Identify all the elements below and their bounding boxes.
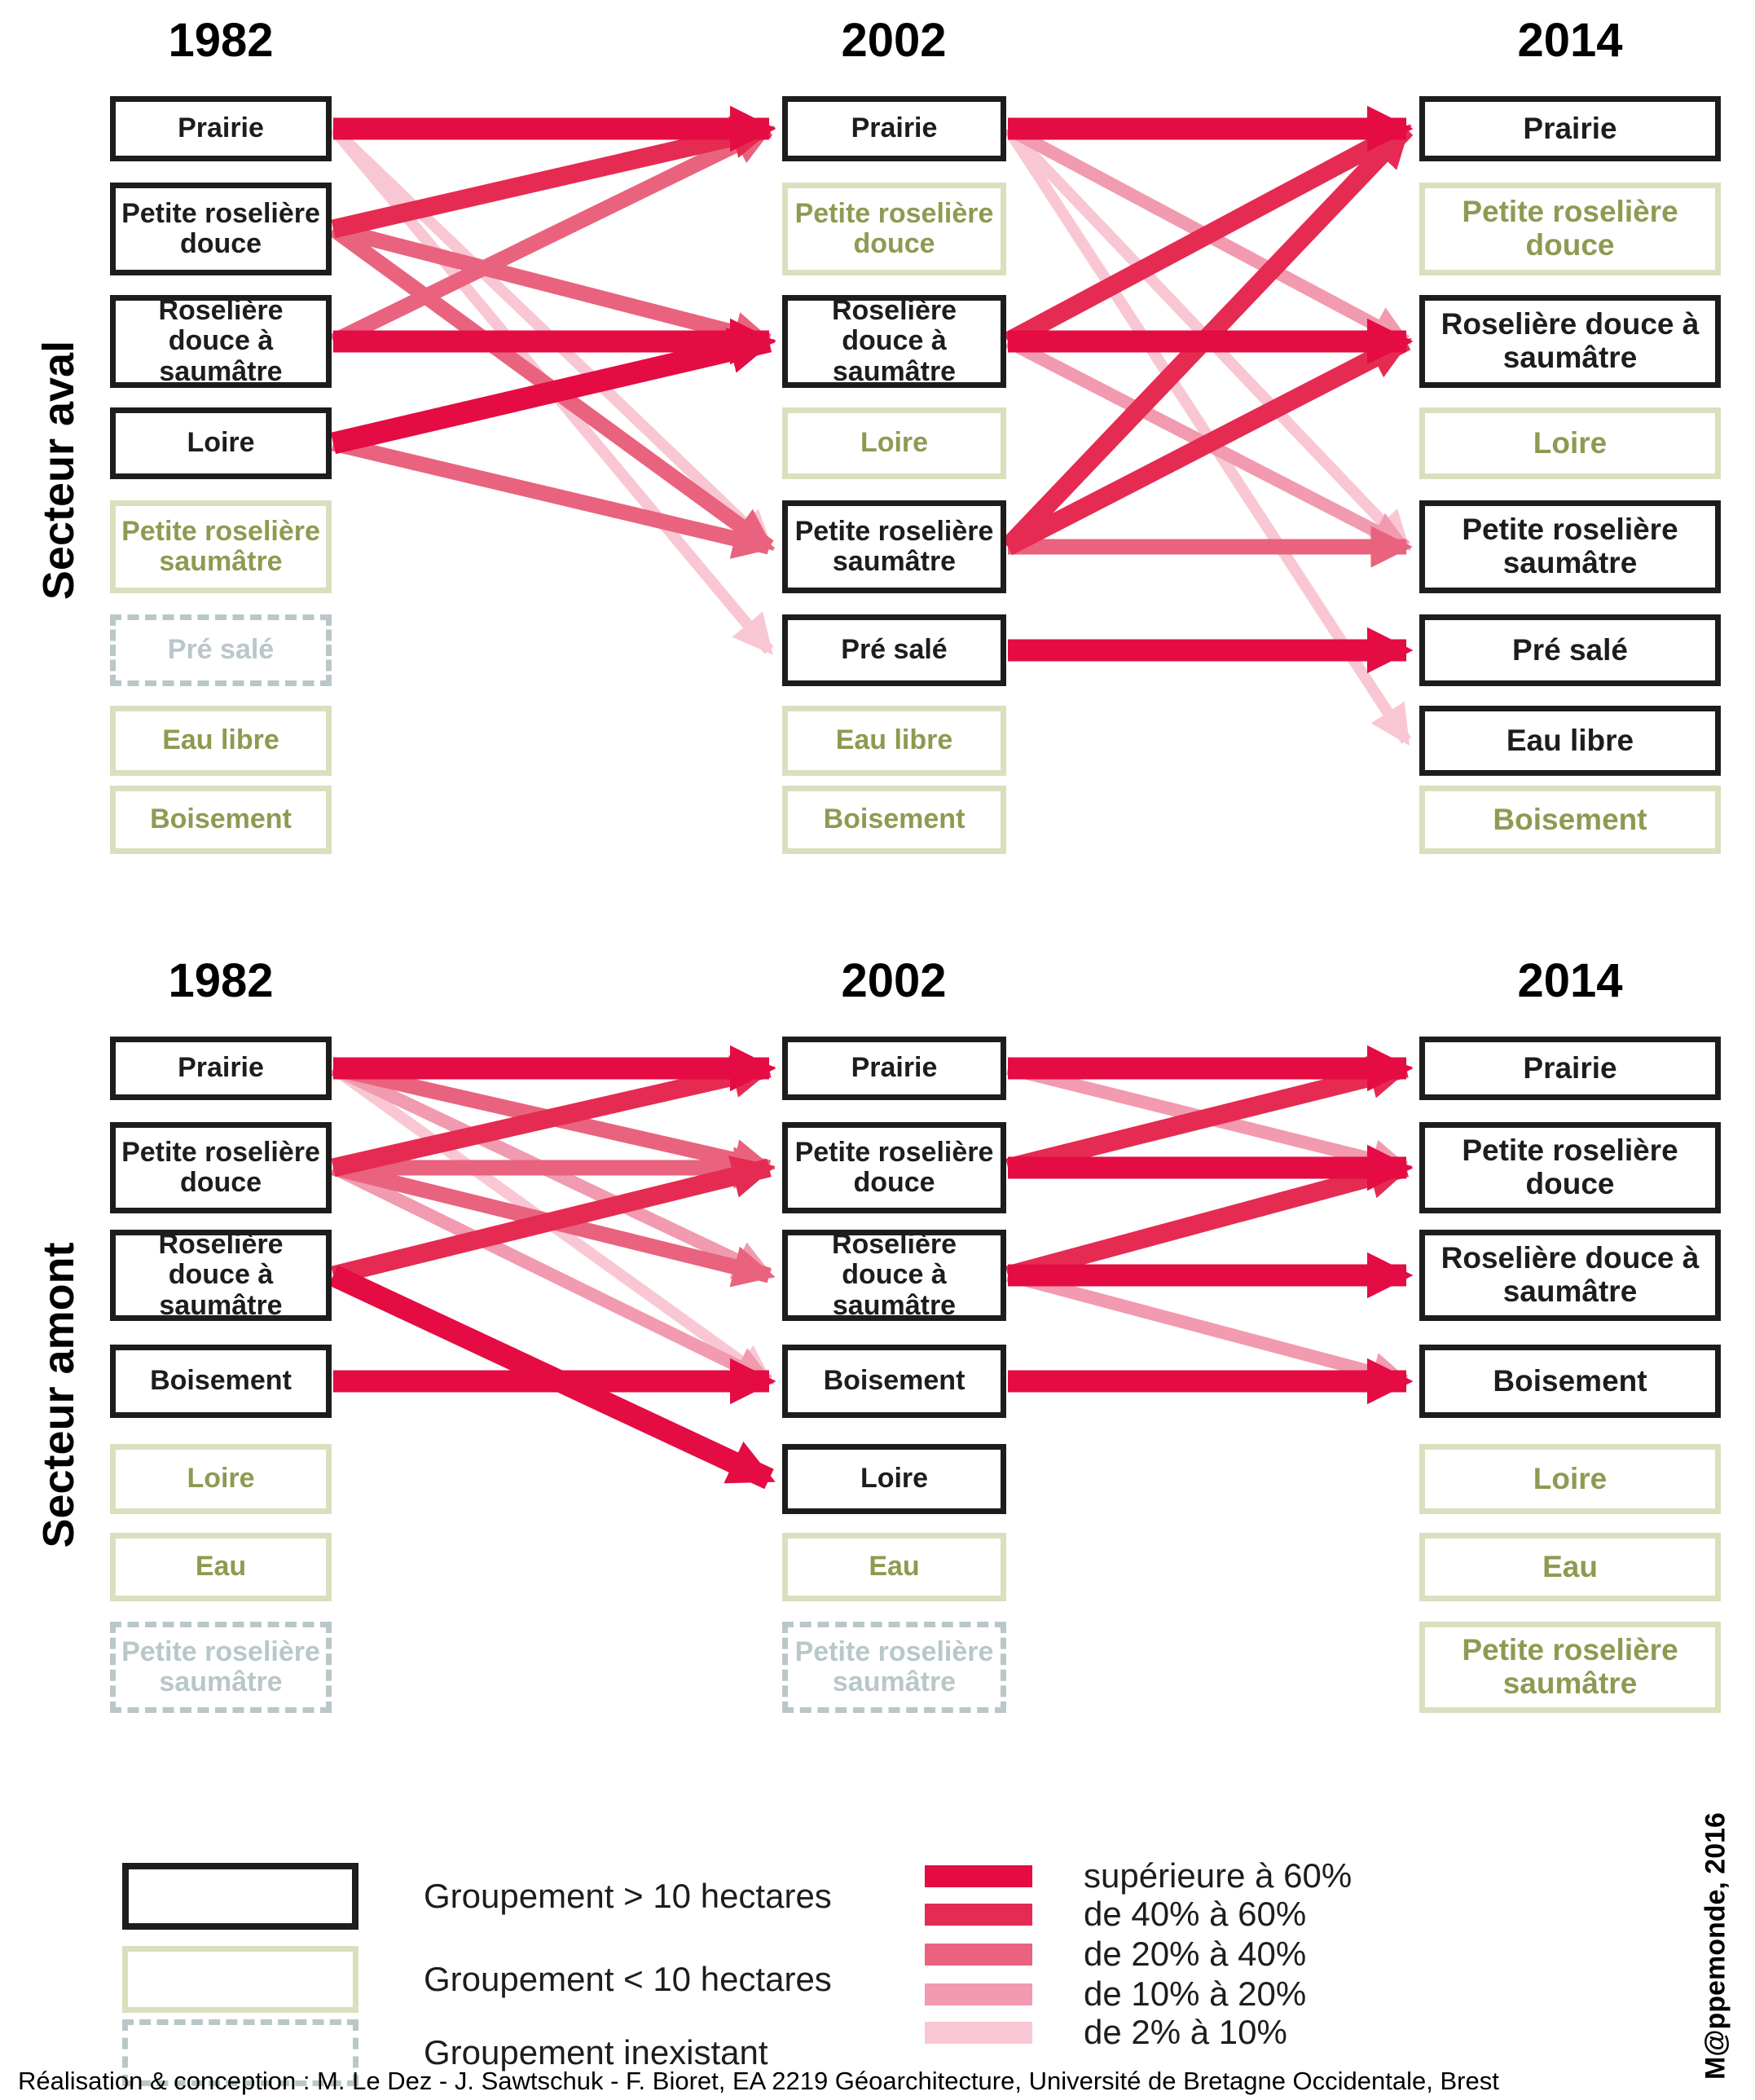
legend-arrow-swatch [925, 2022, 1032, 2044]
group-box: Petite roselière saumâtre [1419, 1622, 1721, 1713]
footer-credit: Réalisation & conception : M. Le Dez - J… [18, 2067, 1499, 2095]
group-box: Petite roselière douce [110, 1122, 332, 1213]
group-box: Loire [110, 1444, 332, 1514]
group-box: Loire [1419, 1444, 1721, 1514]
year-header: 1982 [168, 14, 274, 67]
group-box: Petite roselière douce [110, 183, 332, 275]
group-box: Prairie [782, 1037, 1006, 1100]
legend-arrow-label: de 20% à 40% [1084, 1935, 1307, 1973]
transition-arrow-c40 [331, 1055, 776, 1178]
transition-arrow-c40 [331, 1156, 776, 1285]
group-box: Eau [1419, 1533, 1721, 1601]
group-box: Pré salé [782, 614, 1006, 686]
group-box: Petite roselière douce [782, 183, 1006, 275]
transition-arrow-c40 [1005, 1156, 1413, 1285]
group-box: Boisement [1419, 1345, 1721, 1418]
year-header: 2002 [841, 14, 947, 67]
group-box: Boisement [110, 786, 332, 854]
legend-arrow-swatch [925, 1904, 1032, 1926]
group-box: Petite roselière saumâtre [110, 1622, 332, 1713]
group-box: Boisement [782, 1345, 1006, 1418]
group-box: Boisement [782, 786, 1006, 854]
group-box: Loire [782, 1444, 1006, 1514]
legend-arrow-swatch [925, 1865, 1032, 1887]
transition-arrow-c10 [1005, 1269, 1413, 1393]
group-box: Petite roselière saumâtre [782, 500, 1006, 593]
legend-arrow-label: supérieure à 60% [1084, 1856, 1353, 1895]
group-box: Boisement [110, 1345, 332, 1418]
legend-arrow-label: de 40% à 60% [1084, 1895, 1307, 1933]
legend-box-label: Groupement inexistant [424, 2033, 768, 2071]
group-box: Loire [1419, 407, 1721, 479]
legend-arrow-label: de 2% à 10% [1084, 2013, 1287, 2051]
transition-arrow-c10 [330, 1161, 775, 1388]
group-box: Roselière douce à saumâtre [782, 1229, 1006, 1321]
transition-arrow-c20 [331, 435, 776, 559]
group-box: Pré salé [110, 614, 332, 686]
transition-arrow-c20 [329, 121, 775, 349]
sector-label: Secteur amont [34, 1242, 83, 1548]
year-header: 1982 [168, 954, 274, 1007]
transition-arrow-c40 [1005, 1056, 1413, 1178]
legend-box-swatch [122, 2019, 358, 2086]
transition-arrow-c20 [331, 221, 776, 353]
group-box: Eau libre [110, 706, 332, 776]
group-box: Roselière douce à saumâtre [1419, 295, 1721, 388]
group-box: Roselière douce à saumâtre [110, 295, 332, 388]
group-box: Petite roselière saumâtre [1419, 500, 1721, 593]
legend-arrow-swatch [925, 1944, 1032, 1966]
group-box: Roselière douce à saumâtre [1419, 1230, 1721, 1321]
legend-arrow-swatch [925, 1983, 1032, 2005]
group-box: Prairie [110, 96, 332, 161]
group-box: Prairie [782, 96, 1006, 161]
transition-arrow-c40 [1003, 332, 1413, 556]
group-box: Eau [110, 1533, 332, 1601]
year-header: 2014 [1517, 14, 1623, 67]
legend-box-label: Groupement > 10 hectares [424, 1877, 832, 1915]
group-box: Petite roselière saumâtre [110, 500, 332, 593]
group-box: Roselière douce à saumâtre [110, 1229, 332, 1321]
legend-box-label: Groupement < 10 hectares [424, 1960, 832, 1998]
group-box: Loire [110, 407, 332, 479]
year-header: 2002 [841, 954, 947, 1007]
group-box: Prairie [1419, 1037, 1721, 1100]
group-box: Loire [782, 407, 1006, 479]
group-box: Eau libre [782, 706, 1006, 776]
group-box: Roselière douce à saumâtre [782, 295, 1006, 388]
side-credit: M@ppemonde, 2016 [1700, 1812, 1731, 2080]
transition-arrow-c40 [331, 116, 776, 239]
legend-box-swatch [122, 1863, 358, 1930]
group-box: Petite roselière douce [1419, 183, 1721, 275]
legend-arrow-label: de 10% à 20% [1084, 1975, 1307, 2013]
group-box: Petite roselière douce [782, 1122, 1006, 1213]
group-box: Petite roselière saumâtre [782, 1622, 1006, 1713]
group-box: Prairie [110, 1037, 332, 1100]
year-header: 2014 [1517, 954, 1623, 1007]
transition-arrow-sup60 [330, 328, 776, 455]
legend-box-swatch [122, 1946, 358, 2013]
group-box: Eau libre [1419, 706, 1721, 776]
group-box: Boisement [1419, 786, 1721, 854]
sector-label: Secteur aval [34, 340, 83, 601]
group-box: Petite roselière douce [1419, 1122, 1721, 1213]
group-box: Eau [782, 1533, 1006, 1601]
group-box: Prairie [1419, 96, 1721, 161]
group-box: Pré salé [1419, 614, 1721, 686]
transition-arrow-c40 [1003, 120, 1413, 350]
